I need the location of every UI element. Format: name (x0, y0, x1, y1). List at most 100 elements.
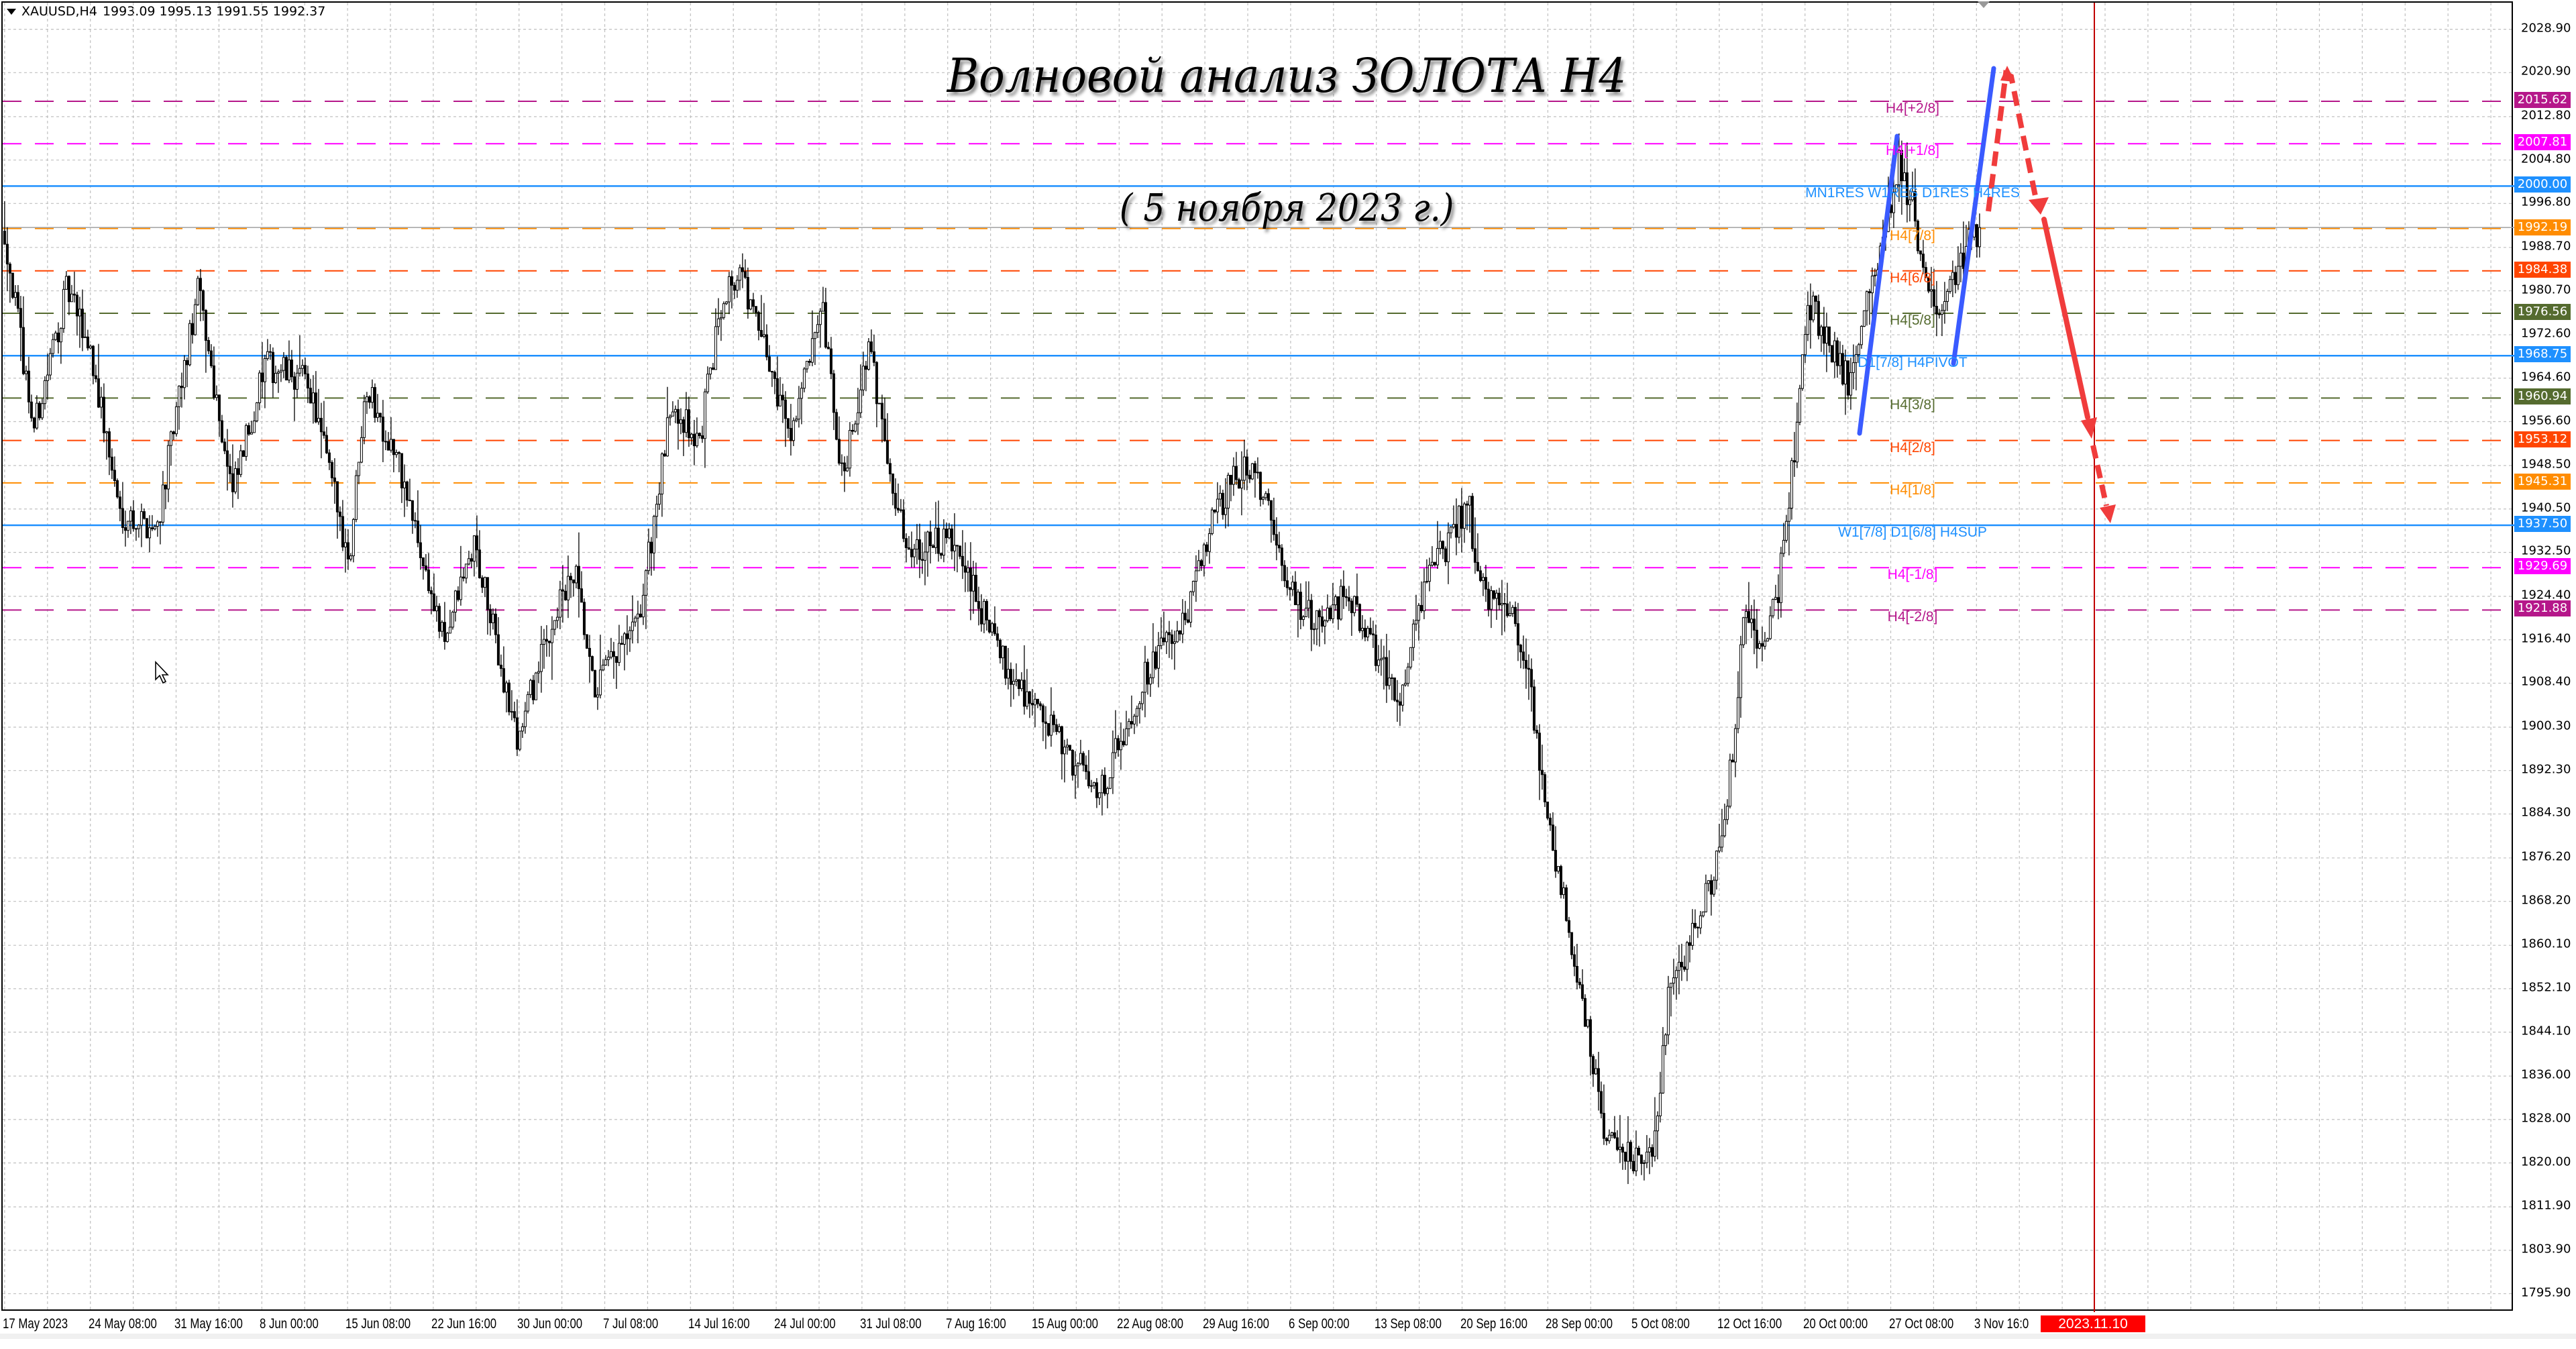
candle (588, 635, 591, 683)
candle (1481, 573, 1485, 596)
candle (1521, 635, 1525, 669)
bull-candle-body (708, 367, 712, 375)
candle (1819, 324, 1823, 352)
bear-candle-body (113, 470, 116, 481)
bull-candle-body (1049, 714, 1053, 736)
bear-candle-body (1004, 645, 1007, 679)
bull-candle-body (1417, 604, 1420, 621)
candle (1846, 360, 1849, 400)
candle (1720, 808, 1723, 853)
bull-candle-body (1873, 274, 1876, 276)
candle (1283, 560, 1286, 588)
candle (365, 392, 368, 415)
bull-candle-body (738, 267, 741, 281)
candle (201, 289, 205, 321)
bull-candle-body (282, 357, 285, 371)
bear-candle-body (86, 336, 89, 349)
bull-candle-body (1768, 615, 1772, 639)
candle (1258, 471, 1262, 507)
bull-candle-body (550, 629, 553, 643)
bull-candle-body (1860, 325, 1863, 345)
time-tick-label: 14 Jul 16:00 (688, 1316, 750, 1332)
bear-candle-body (400, 453, 403, 488)
bull-candle-body (1690, 922, 1694, 946)
bull-candle-body (1771, 598, 1774, 616)
candle (743, 259, 747, 280)
bear-candle-body (1055, 724, 1058, 733)
chart-shift-marker-icon[interactable] (1978, 1, 1990, 8)
candle (287, 340, 290, 384)
level-price-badge: 1976.56 (2514, 304, 2571, 321)
bull-candle-body (1511, 606, 1514, 614)
bear-candle-body (883, 419, 886, 441)
bear-candle-body (649, 541, 653, 553)
candle (142, 508, 146, 520)
level-price-badge: 1921.88 (2514, 600, 2571, 617)
bull-candle-body (1403, 683, 1407, 686)
forecast-arrow-head (2000, 66, 2015, 82)
candle (1739, 635, 1742, 718)
bear-candle-body (698, 433, 701, 437)
candle (292, 372, 296, 421)
bear-candle-body (588, 647, 591, 657)
bull-candle-body (1006, 669, 1010, 679)
candle (1693, 909, 1697, 929)
bear-candle-body (612, 651, 615, 657)
bull-candle-body (59, 328, 62, 343)
time-tick-label: 20 Oct 00:00 (1803, 1316, 1868, 1332)
candle (1897, 133, 1900, 202)
candle (1927, 276, 1930, 294)
bear-candle-body (427, 570, 430, 592)
candle (754, 306, 757, 317)
candle (437, 603, 441, 639)
bull-candle-body (1795, 421, 1799, 463)
candle (268, 343, 272, 360)
bull-candle-body (1468, 496, 1471, 506)
price-tick-label: 1892.30 (2521, 762, 2571, 777)
bull-candle-body (942, 529, 945, 556)
candle (1758, 641, 1761, 650)
bull-candle-body (537, 671, 540, 673)
bull-candle-body (1377, 659, 1380, 666)
bear-candle-body (1680, 961, 1683, 967)
bear-candle-body (456, 590, 460, 600)
candle (341, 500, 344, 551)
candle (757, 311, 760, 341)
candle (829, 337, 833, 380)
bear-candle-body (1344, 596, 1348, 598)
price-tick-label: 1980.70 (2521, 282, 2571, 297)
bear-candle-body (754, 306, 757, 313)
bull-candle-body (606, 657, 610, 660)
candle (5, 227, 9, 292)
candle (158, 521, 162, 545)
candle (741, 253, 744, 288)
bear-candle-body (102, 396, 105, 433)
bear-candle-body (1682, 966, 1686, 970)
bull-candle-body (1739, 644, 1742, 698)
triangle-down-icon[interactable] (7, 8, 16, 15)
candle (647, 528, 650, 575)
candle (920, 542, 924, 574)
bear-candle-body (939, 553, 943, 556)
bull-candle-body (821, 302, 824, 312)
bull-candle-body (1411, 623, 1415, 648)
bull-candle-body (1159, 637, 1163, 647)
chart-plot-area[interactable] (1, 1, 2514, 1312)
bear-candle-body (1350, 600, 1353, 613)
bull-candle-body (695, 433, 698, 447)
candle (1792, 431, 1796, 477)
bear-candle-body (1068, 745, 1071, 751)
candle (1097, 792, 1101, 806)
price-tick-label: 2004.80 (2521, 152, 2571, 166)
bull-candle-body (1685, 942, 1688, 970)
candle (652, 515, 655, 571)
candle (582, 598, 586, 640)
bear-candle-body (561, 589, 564, 592)
bear-candle-body (904, 538, 908, 549)
candle (1900, 140, 1903, 215)
bull-candle-body (440, 622, 443, 632)
price-tick-label: 1908.40 (2521, 674, 2571, 689)
bull-candle-body (1132, 716, 1136, 724)
candle (888, 458, 892, 482)
bear-candle-body (590, 656, 594, 671)
